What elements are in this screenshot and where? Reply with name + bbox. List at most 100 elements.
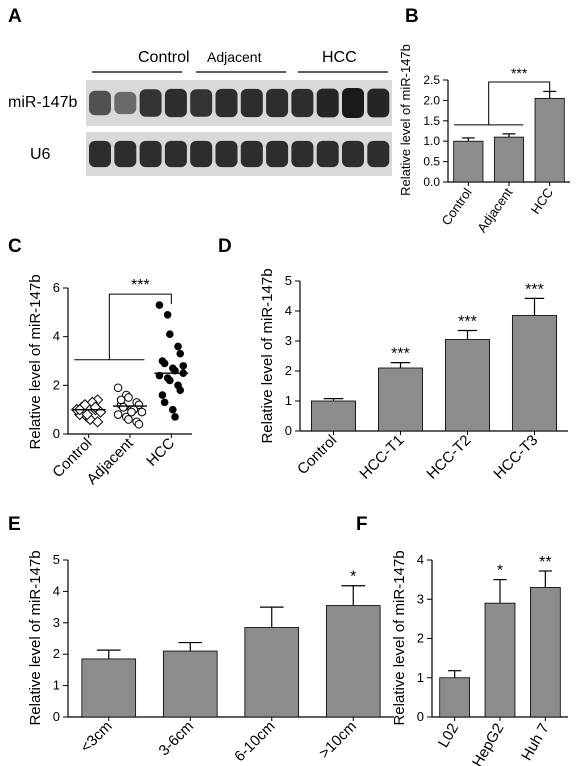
panel-letter: D — [218, 236, 232, 257]
blot-strip-mir147b — [86, 80, 392, 126]
panel-letter: F — [356, 514, 368, 535]
panel-letter: C — [8, 236, 22, 257]
x-tick-label: HepG2 — [469, 721, 507, 766]
scatter-point — [81, 408, 93, 421]
scatter-point — [124, 393, 133, 402]
blot-band — [89, 140, 111, 168]
blot-band — [266, 140, 289, 168]
y-tick-label: 0 — [417, 709, 424, 724]
panel-a-blot: A Control Adjacent HCC miR-147b U6 — [8, 6, 392, 176]
y-tick-label: 4 — [417, 552, 424, 567]
blot-band — [240, 88, 263, 118]
scatter-point — [113, 383, 123, 393]
x-tick-label: Control — [294, 432, 340, 478]
blot-band — [139, 89, 162, 117]
blot-band — [190, 140, 213, 168]
blot-band — [114, 91, 137, 115]
bar — [493, 136, 525, 183]
y-axis-label: Relative level of miR-147b — [398, 44, 413, 196]
x-tick-label: HCC-T1 — [356, 432, 407, 483]
blot-band — [266, 88, 289, 118]
bar — [310, 400, 357, 432]
bar — [511, 315, 558, 432]
y-tick-label: 0.5 — [423, 155, 440, 169]
scatter-point — [166, 376, 174, 385]
x-tick-label: HCC — [528, 185, 556, 217]
blot-band — [316, 88, 339, 118]
scatter-point — [134, 419, 144, 429]
y-tick-label: 3 — [417, 591, 424, 606]
blot-band — [291, 140, 314, 168]
scatter-point — [176, 386, 185, 395]
y-tick-label: 0.0 — [423, 175, 440, 189]
panel-a-letter: A — [8, 6, 22, 27]
blot-band — [139, 140, 162, 168]
scatter-point — [166, 330, 174, 339]
x-tick-label: Adjacent — [474, 185, 516, 235]
y-tick-label: 1 — [285, 393, 292, 408]
y-tick-label: 4 — [53, 583, 60, 598]
scatter-point — [163, 310, 172, 319]
y-tick-label: 2.5 — [423, 73, 440, 87]
x-tick-label: >10cm — [316, 718, 360, 762]
scatter-point — [155, 301, 164, 309]
y-tick-label: 6 — [53, 280, 60, 295]
y-tick-label: 5 — [53, 552, 60, 567]
scatter-point — [127, 407, 136, 417]
blot-band — [190, 89, 213, 117]
y-tick-label: 1 — [53, 678, 60, 693]
scatter-point — [91, 416, 104, 428]
x-tick-label: Huh 7 — [518, 721, 553, 764]
scatter-point — [160, 398, 169, 407]
scatter-point — [169, 405, 177, 414]
y-tick-label: 2 — [417, 631, 424, 646]
scatter-point — [171, 413, 179, 421]
y-axis-label: Relative level of miR-147b — [27, 550, 44, 725]
bar — [534, 97, 565, 183]
scatter-point — [116, 395, 126, 405]
significance-stars: *** — [458, 314, 477, 331]
blot-band — [114, 140, 137, 168]
y-tick-label: 0 — [285, 423, 292, 438]
group-label-hcc: HCC — [322, 49, 357, 66]
blot-band — [215, 88, 238, 118]
scatter-point — [158, 391, 167, 399]
x-tick-label: L02 — [435, 721, 462, 751]
bar — [81, 658, 137, 718]
blot-strip-u6 — [86, 132, 392, 176]
blot-band — [89, 90, 111, 116]
x-tick-label: <3cm — [77, 718, 115, 756]
group-label-control: Control — [138, 49, 190, 66]
bar — [444, 339, 491, 432]
x-tick-label: Adjacent — [84, 434, 138, 488]
y-tick-label: 1 — [417, 670, 424, 685]
significance-stars: *** — [525, 281, 544, 298]
blot-band — [291, 88, 314, 118]
scatter-point — [119, 402, 128, 412]
y-tick-label: 2 — [53, 646, 60, 661]
blot-band — [164, 140, 187, 168]
bar — [162, 650, 218, 718]
scatter-point — [124, 415, 133, 424]
row-label-u6: U6 — [30, 146, 51, 163]
blot-band — [342, 88, 364, 118]
y-axis-label: Relative level of miR-147b — [391, 550, 408, 725]
bar — [484, 602, 516, 718]
y-tick-label: 3 — [285, 333, 292, 348]
significance-stars: ** — [539, 554, 551, 571]
blot-band — [367, 140, 390, 168]
blot-band — [367, 88, 390, 118]
significance-stars: * — [350, 569, 356, 586]
significance-stars: *** — [131, 277, 150, 294]
y-tick-label: 5 — [285, 273, 292, 288]
x-tick-label: HCC — [143, 435, 178, 470]
y-tick-label: 4 — [53, 329, 60, 344]
x-tick-label: 6-10cm — [231, 718, 278, 765]
y-tick-label: 2.0 — [423, 93, 440, 107]
x-tick-label: HCC-T3 — [490, 432, 541, 483]
panel-letter: E — [8, 514, 21, 535]
y-tick-label: 1.0 — [423, 134, 440, 148]
chart-panel-f: F 0 1 2 3 4 Relative level of miR-147b L02 HepG2… — [356, 514, 568, 766]
bar — [439, 677, 471, 718]
